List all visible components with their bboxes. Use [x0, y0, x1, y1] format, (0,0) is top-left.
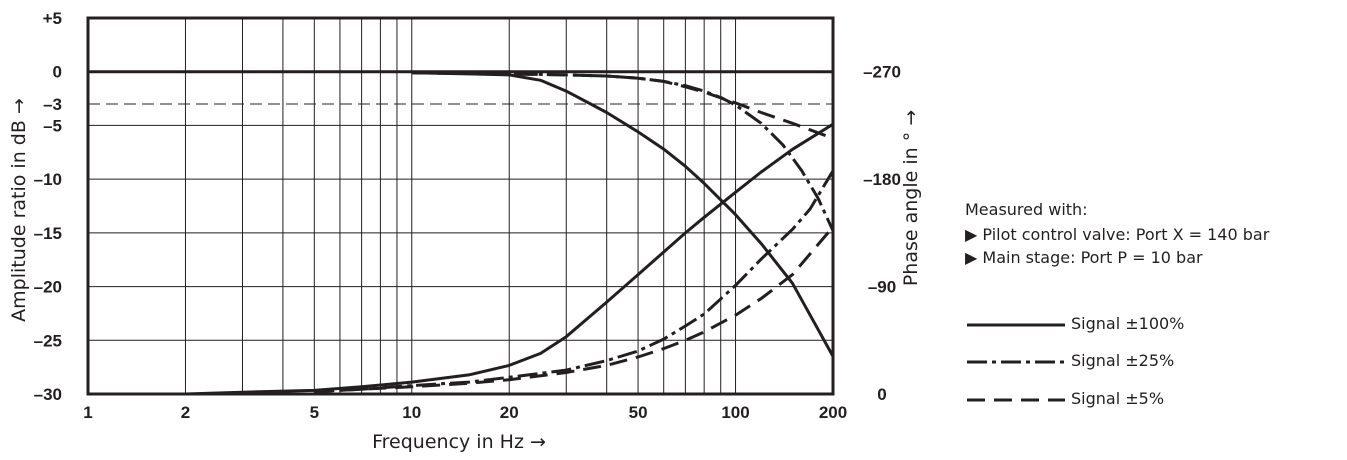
- condition-pilot-valve: ▶ Pilot control valve: Port X = 140 bar: [965, 225, 1270, 244]
- y-tick-label: 0: [53, 63, 62, 82]
- x-tick-label: 50: [629, 403, 648, 422]
- y2-tick-label: –180: [863, 170, 901, 189]
- legend-entry-signal-25: Signal ±25%: [965, 350, 1345, 376]
- amplitude-curve-signal-5: [411, 71, 834, 140]
- amplitude-curve-signal-25: [411, 71, 835, 232]
- y-tick-label: –30: [34, 385, 62, 404]
- frequency-response-chart: 1 2 5 10 20 50 100 200 +5 0 –3 –5 –10 –15 –20 –25 –30 –27…: [8, 9, 922, 453]
- y2-tick-label: –90: [868, 278, 896, 297]
- legend-swatch-dashed: [967, 398, 1065, 402]
- y-axis-title: Amplitude ratio in dB →: [8, 98, 30, 322]
- legend-label-signal-25: Signal ±25%: [1071, 351, 1175, 370]
- legend-panel: Measured with: ▶ Pilot control valve: Po…: [965, 200, 1345, 408]
- phase-curve-signal-5: [314, 225, 835, 394]
- curves-layer: [185, 71, 835, 396]
- y-tick-label: –3: [43, 95, 62, 114]
- y2-axis-title: Phase angle in ° →: [900, 110, 922, 286]
- y-tick-label: –25: [34, 331, 62, 350]
- y-tick-label: –5: [43, 116, 62, 135]
- condition-main-stage: ▶ Main stage: Port P = 10 bar: [965, 248, 1203, 267]
- legend-header: Measured with:: [965, 200, 1088, 219]
- legend-label-signal-100: Signal ±100%: [1071, 314, 1185, 333]
- legend-swatch-dashdot: [967, 360, 1065, 364]
- x-axis-title: Frequency in Hz →: [372, 431, 546, 453]
- x-tick-label: 10: [402, 403, 421, 422]
- legend-label-signal-5: Signal ±5%: [1071, 389, 1165, 408]
- tick-labels-layer: 1 2 5 10 20 50 100 200 +5 0 –3 –5 –10 –15 –20 –25 –30 –27…: [34, 9, 901, 422]
- x-tick-label: 5: [310, 403, 319, 422]
- legend-swatch-solid: [967, 323, 1065, 327]
- amplitude-curve-signal-100: [411, 71, 835, 358]
- y2-tick-label: 0: [877, 385, 886, 404]
- phase-curve-signal-25: [314, 170, 835, 394]
- x-tick-label: 2: [181, 403, 190, 422]
- plot-grid: [88, 18, 833, 394]
- legend-entry-signal-100: Signal ±100%: [965, 313, 1345, 339]
- plot-frame: [86, 16, 835, 396]
- x-tick-label: 1: [83, 403, 92, 422]
- y-tick-label: +5: [43, 9, 62, 28]
- y-tick-label: –20: [34, 278, 62, 297]
- x-tick-label: 100: [721, 403, 749, 422]
- x-tick-label: 20: [500, 403, 519, 422]
- x-tick-label: 200: [819, 403, 847, 422]
- legend-entry-signal-5: Signal ±5%: [965, 388, 1345, 414]
- y2-tick-label: –270: [863, 63, 901, 82]
- phase-curve-signal-100: [185, 122, 834, 396]
- y-tick-label: –15: [34, 224, 62, 243]
- y-tick-label: –10: [34, 170, 62, 189]
